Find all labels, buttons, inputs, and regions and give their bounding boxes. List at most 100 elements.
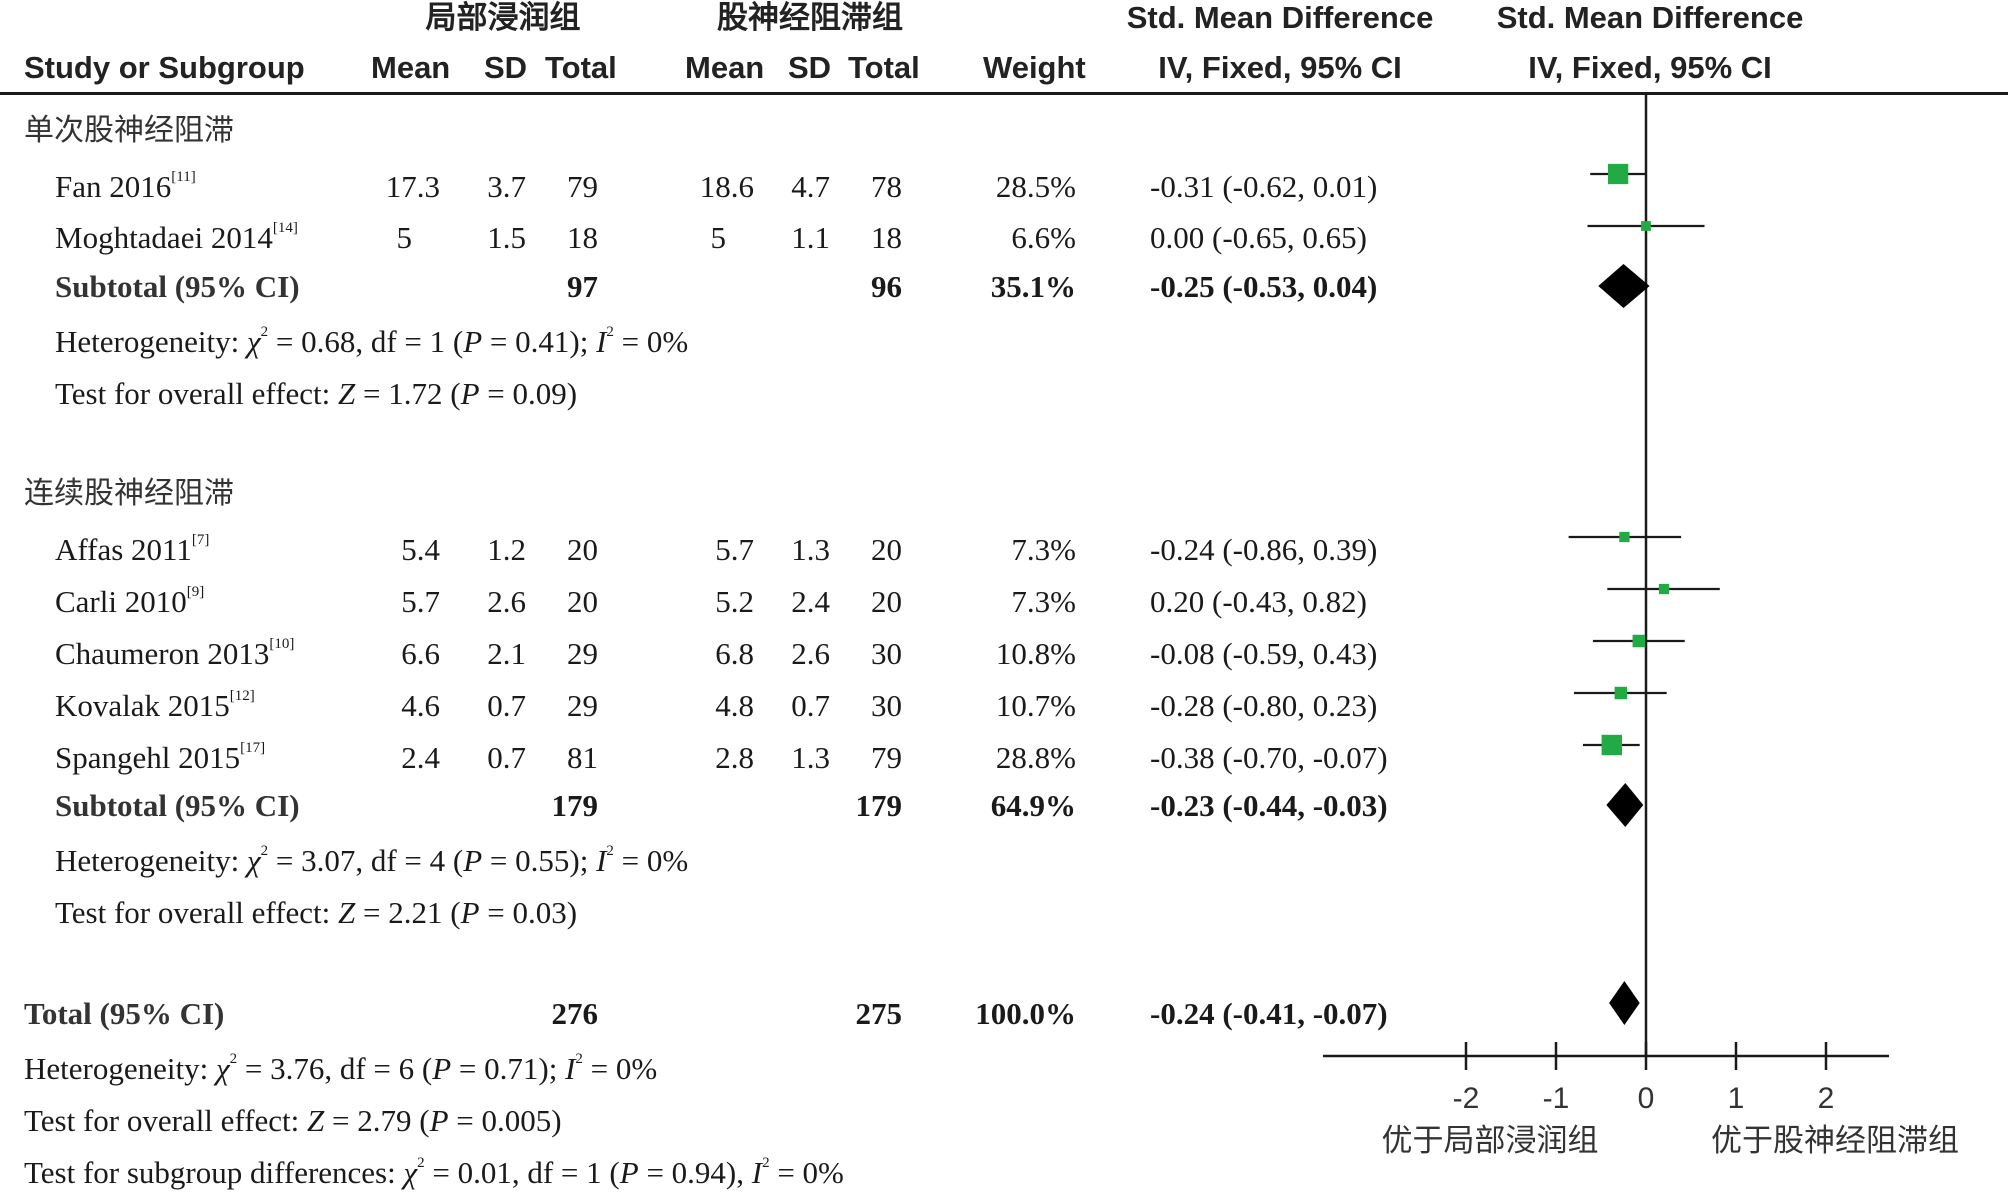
study-weight: 7.3% (1011, 532, 1076, 567)
study-exp-total: 20 (567, 584, 598, 619)
subtotal-1-ctl-total: 96 (871, 269, 902, 304)
study-ci-text: -0.28 (-0.80, 0.23) (1150, 688, 1378, 723)
subtotal-diamond (1598, 264, 1650, 308)
subgroup-1-overall-effect: Test for overall effect: Z = 1.72 (P = 0… (55, 376, 578, 411)
study-weight: 28.5% (995, 169, 1076, 204)
study-exp-total: 79 (567, 169, 598, 204)
study-name-kovalak-2015: Kovalak 2015[12] (55, 688, 255, 723)
study-effect-square (1607, 163, 1629, 185)
study-exp-sd: 3.7 (487, 169, 526, 204)
study-effect-square (1619, 531, 1630, 543)
study-ctl-total: 20 (871, 584, 902, 619)
subgroup-2-heterogeneity: Heterogeneity: χ2 = 3.07, df = 4 (P = 0.… (55, 843, 689, 878)
study-exp-total: 18 (567, 220, 598, 255)
total-diamond (1609, 981, 1640, 1025)
subtotal-2-label: Subtotal (95% CI) (55, 788, 300, 823)
x-axis-tick-label: 0 (1638, 1082, 1655, 1115)
study-weight: 6.6% (1011, 220, 1076, 255)
study-effect-square (1632, 634, 1646, 648)
subgroup-1-heterogeneity: Heterogeneity: χ2 = 0.68, df = 1 (P = 0.… (55, 324, 689, 359)
study-name-chaumeron-2013: Chaumeron 2013[10] (55, 636, 295, 671)
study-ctl-mean: 2.8 (715, 740, 754, 775)
total-label: Total (95% CI) (24, 996, 225, 1031)
study-ctl-mean: 6.8 (715, 636, 754, 671)
study-ci-text: 0.00 (-0.65, 0.65) (1150, 220, 1367, 255)
study-ci-text: -0.24 (-0.86, 0.39) (1150, 532, 1378, 567)
study-ctl-mean: 5.7 (715, 532, 754, 567)
study-weight: 10.7% (995, 688, 1076, 723)
study-ctl-sd: 4.7 (791, 169, 830, 204)
axis-left-direction-label: 优于局部浸润组 (1381, 1123, 1599, 1158)
study-ctl-total: 79 (871, 740, 902, 775)
study-exp-sd: 1.2 (487, 532, 526, 567)
study-ci-text: -0.31 (-0.62, 0.01) (1150, 169, 1378, 204)
study-ctl-total: 30 (871, 636, 902, 671)
total-weight: 100.0% (975, 996, 1076, 1031)
study-name-carli-2010: Carli 2010[9] (55, 584, 205, 619)
study-column-header: Study or Subgroup (24, 50, 305, 85)
axis-right-direction-label: 优于股神经阻滞组 (1711, 1123, 1959, 1158)
study-ctl-total: 78 (871, 169, 902, 204)
total-ctl-total: 275 (855, 996, 903, 1031)
x-axis-tick-label: -1 (1543, 1082, 1570, 1115)
study-ci-text: -0.08 (-0.59, 0.43) (1150, 636, 1378, 671)
study-exp-total: 29 (567, 636, 598, 671)
experimental-group-header: 局部浸润组 (425, 0, 581, 35)
study-ci-text: -0.38 (-0.70, -0.07) (1150, 740, 1388, 775)
subtotal-1-label: Subtotal (95% CI) (55, 269, 300, 304)
study-exp-sd: 2.1 (487, 636, 526, 671)
subgroup-2-title: 连续股神经阻滞 (24, 477, 234, 510)
study-ctl-mean: 18.6 (699, 169, 754, 204)
study-effect-square (1641, 221, 1651, 231)
study-ctl-total: 20 (871, 532, 902, 567)
study-exp-mean: 6.6 (401, 636, 440, 671)
study-name-affas-2011: Affas 2011[7] (55, 532, 210, 567)
plot-header-line2: IV, Fixed, 95% CI (1528, 50, 1772, 85)
control-group-header: 股神经阻滞组 (717, 0, 903, 35)
study-name-moghtadaei-2014: Moghtadaei 2014[14] (55, 220, 298, 255)
total-exp-total: 276 (551, 996, 599, 1031)
ctl-mean-header: Mean (685, 50, 765, 85)
study-ctl-sd: 2.6 (791, 636, 830, 671)
study-exp-sd: 0.7 (487, 688, 526, 723)
subgroup-2-overall-effect: Test for overall effect: Z = 2.21 (P = 0… (55, 895, 578, 930)
study-effect-square (1601, 734, 1622, 756)
study-ctl-sd: 1.3 (791, 740, 830, 775)
study-ctl-sd: 1.3 (791, 532, 830, 567)
subgroup-differences-test: Test for subgroup differences: χ2 = 0.01… (24, 1155, 844, 1190)
exp-mean-header: Mean (371, 50, 451, 85)
study-ctl-mean: 5 (710, 220, 727, 255)
header-rule (0, 92, 2008, 95)
subtotal-2-exp-total: 179 (551, 788, 599, 823)
study-exp-mean: 5.4 (401, 532, 440, 567)
total-ci-text: -0.24 (-0.41, -0.07) (1150, 996, 1388, 1031)
study-ctl-total: 30 (871, 688, 902, 723)
study-exp-mean: 5.7 (401, 584, 440, 619)
study-ci-text: 0.20 (-0.43, 0.82) (1150, 584, 1367, 619)
study-effect-square (1658, 583, 1670, 595)
study-exp-mean: 5 (396, 220, 413, 255)
subtotal-2-ci-text: -0.23 (-0.44, -0.03) (1150, 788, 1388, 823)
study-exp-sd: 1.5 (487, 220, 526, 255)
study-exp-mean: 4.6 (401, 688, 440, 723)
study-ctl-sd: 2.4 (791, 584, 830, 619)
study-exp-sd: 2.6 (487, 584, 526, 619)
x-axis-tick-label: -2 (1453, 1082, 1480, 1115)
subtotal-1-ci-text: -0.25 (-0.53, 0.04) (1150, 269, 1378, 304)
subtotal-1-exp-total: 97 (567, 269, 598, 304)
plot-header-line1: Std. Mean Difference (1496, 0, 1804, 35)
effect-header-line1: Std. Mean Difference (1126, 0, 1434, 35)
ctl-total-header: Total (848, 50, 920, 85)
study-ctl-total: 18 (871, 220, 902, 255)
study-ctl-sd: 1.1 (791, 220, 830, 255)
total-overall-effect: Test for overall effect: Z = 2.79 (P = 0… (24, 1103, 562, 1138)
study-ctl-mean: 4.8 (715, 688, 754, 723)
study-exp-total: 81 (567, 740, 598, 775)
study-ctl-mean: 5.2 (715, 584, 754, 619)
exp-sd-header: SD (484, 50, 528, 85)
total-heterogeneity: Heterogeneity: χ2 = 3.76, df = 6 (P = 0.… (24, 1051, 658, 1086)
weight-header: Weight (983, 50, 1086, 85)
exp-total-header: Total (545, 50, 617, 85)
